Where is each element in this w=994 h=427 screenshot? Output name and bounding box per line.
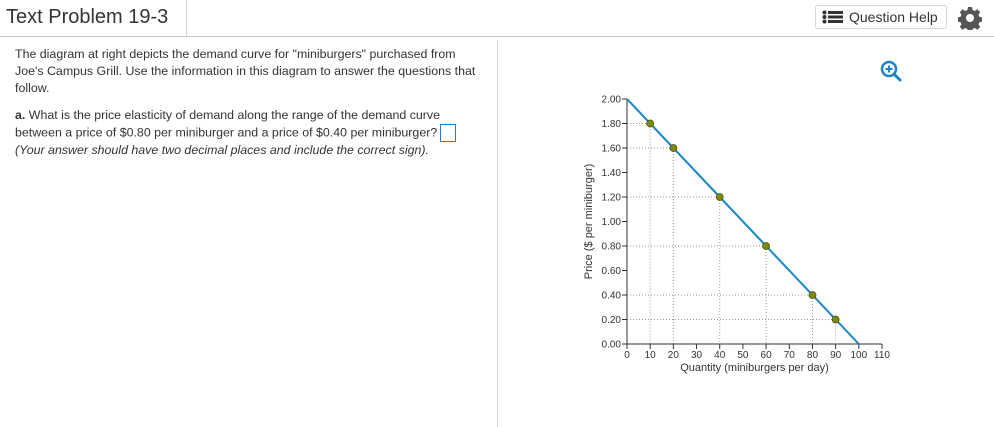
intro-text: The diagram at right depicts the demand … — [15, 47, 476, 95]
y-tick-label: 1.00 — [602, 217, 622, 228]
x-tick-label: 70 — [784, 350, 796, 361]
y-tick-label: 1.40 — [602, 168, 622, 179]
page-title: Text Problem 19-3 — [6, 6, 169, 28]
answer-input[interactable] — [440, 124, 457, 142]
point — [646, 119, 655, 128]
point — [831, 315, 840, 324]
divider — [497, 40, 498, 427]
help-button[interactable]: Question Help — [815, 5, 947, 29]
x-tick-label: 40 — [714, 350, 726, 361]
x-tick-label: 10 — [645, 350, 657, 361]
chart: 0.00 0.20 0.40 0.60 0.80 1.00 1.20 1.40 1.60 1.80… — [583, 95, 890, 375]
x-tick-label: 90 — [830, 350, 842, 361]
y-axis-label: Price ($ per miniburger) — [583, 164, 595, 280]
y-tick-label: 0.20 — [602, 315, 622, 326]
hint-text: (Your answer should have two decimal pla… — [15, 143, 429, 157]
x-tick-label: 100 — [850, 350, 867, 361]
x-axis-label: Quantity (miniburgers per day) — [680, 362, 829, 374]
part-label: a. — [15, 108, 26, 122]
question-panel: The diagram at right depicts the demand … — [15, 46, 483, 159]
x-tick-label: 50 — [737, 350, 749, 361]
header: Text Problem 19-3 Question Help — [0, 0, 994, 37]
point — [762, 242, 770, 250]
help-label: Question Help — [849, 9, 938, 25]
list-icon — [822, 10, 843, 24]
x-tick-label: 80 — [807, 350, 819, 361]
part-text: What is the price elasticity of demand a… — [15, 108, 440, 140]
y-tick-label: 1.80 — [602, 119, 622, 130]
point — [669, 144, 678, 152]
demand-curve — [626, 98, 860, 345]
y-tick-label: 1.60 — [602, 144, 622, 155]
y-tick-label: 1.20 — [602, 193, 622, 204]
y-tick-label: 0.80 — [602, 242, 622, 253]
point — [715, 193, 724, 201]
separator — [186, 0, 187, 36]
x-tick-label: 30 — [691, 350, 703, 361]
settings-icon[interactable] — [958, 6, 982, 30]
y-tick-label: 0.60 — [602, 266, 622, 277]
y-tick-label: 0.40 — [602, 291, 622, 302]
y-tick-label: 2.00 — [602, 95, 622, 106]
y-tick-label: 0.00 — [602, 340, 622, 351]
point — [808, 291, 817, 299]
question-part: a. What is the price elasticity of deman… — [15, 107, 483, 159]
x-tick-label: 110 — [874, 350, 890, 361]
x-tick-label: 60 — [761, 350, 773, 361]
x-tick-label: 0 — [624, 350, 630, 361]
x-tick-label: 20 — [668, 350, 680, 361]
zoom-icon[interactable] — [880, 60, 902, 82]
